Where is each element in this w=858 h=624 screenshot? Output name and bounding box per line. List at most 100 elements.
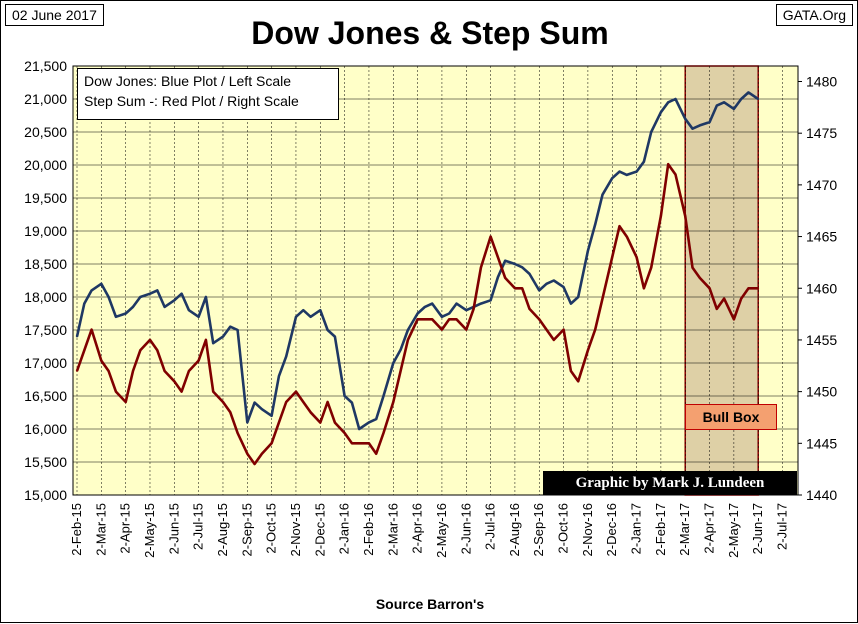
step-sum-point [643, 287, 645, 290]
step-sum-point [180, 390, 183, 393]
dow-jones-point [480, 302, 482, 305]
step-sum-point [399, 370, 402, 372]
dow-jones-point [319, 309, 322, 312]
dow-jones-point [424, 306, 426, 308]
x-axis-tick-label: 2-Jan-16 [337, 503, 352, 554]
step-sum-point [611, 256, 614, 259]
right-axis-tick-label: 1455 [806, 332, 837, 348]
dow-jones-point [723, 101, 725, 104]
x-axis-tick-label: 2-Jun-16 [458, 503, 473, 554]
x-axis-tick-label: 2-Jan-17 [629, 503, 644, 554]
dow-jones-point [455, 302, 458, 305]
step-sum-point [76, 370, 78, 372]
step-sum-point [270, 442, 273, 445]
dow-jones-point [667, 101, 670, 104]
step-sum-point [83, 349, 86, 352]
x-axis-tick-label: 2-Jun-17 [750, 503, 765, 554]
x-axis-tick-label: 2-Jul-17 [775, 503, 790, 550]
step-sum-point [747, 287, 750, 290]
step-sum-point [246, 452, 249, 455]
dow-jones-point [334, 335, 336, 338]
dow-jones-point [528, 273, 531, 275]
dow-jones-point [132, 306, 134, 308]
step-sum-point [319, 421, 322, 424]
step-sum-point [236, 432, 239, 434]
x-axis-tick-label: 2-Jun-15 [166, 503, 181, 554]
dow-jones-point [326, 329, 329, 331]
step-sum-point [489, 235, 492, 238]
dow-jones-point [618, 170, 621, 173]
dow-jones-point [139, 296, 142, 298]
step-sum-point [757, 287, 760, 290]
left-axis-tick-label: 16,500 [24, 388, 67, 404]
left-axis-tick-label: 18,500 [24, 256, 67, 272]
dow-jones-point [302, 309, 305, 312]
x-axis-tick-label: 2-Mar-15 [93, 503, 108, 556]
step-sum-point [205, 339, 207, 341]
dow-jones-point [270, 414, 273, 417]
x-axis-tick-label: 2-May-15 [142, 503, 157, 558]
step-sum-point [295, 390, 297, 393]
step-sum-point [173, 380, 176, 383]
x-axis-tick-label: 2-Nov-15 [288, 503, 303, 556]
dow-jones-point [577, 296, 580, 298]
step-sum-point [635, 256, 638, 259]
step-sum-point [594, 328, 597, 331]
step-sum-point [465, 328, 468, 331]
dow-jones-point [358, 428, 361, 430]
x-axis-tick-label: 2-Oct-16 [556, 503, 571, 554]
dow-jones-point [285, 355, 288, 358]
step-sum-point [392, 401, 395, 403]
dow-jones-point [757, 98, 760, 100]
x-axis-tick-label: 2-Sep-15 [239, 503, 254, 556]
dow-jones-point [149, 292, 151, 295]
x-axis-tick-label: 2-Jul-16 [483, 503, 498, 550]
dow-jones-point [90, 289, 93, 292]
step-sum-point [715, 308, 718, 310]
dow-jones-point [643, 160, 645, 163]
step-sum-point [156, 349, 159, 352]
dow-jones-point [399, 348, 402, 351]
left-axis-tick-label: 19,500 [24, 190, 67, 206]
legend-dow: Dow Jones: Blue Plot / Left Scale [84, 73, 291, 89]
dow-jones-point [246, 421, 249, 424]
step-sum-point [382, 432, 385, 434]
dow-jones-point [163, 306, 166, 308]
step-sum-point [733, 318, 735, 321]
left-axis-tick-label: 15,500 [24, 454, 67, 470]
x-axis-tick-label: 2-Nov-16 [580, 503, 595, 556]
dow-jones-point [594, 223, 597, 226]
dow-jones-point [309, 315, 312, 318]
date-label: 02 June 2017 [5, 4, 104, 26]
x-axis-tick-label: 2-Feb-17 [653, 503, 668, 556]
step-sum-point [115, 390, 117, 393]
dow-jones-point [660, 111, 662, 114]
dow-jones-point [343, 395, 346, 397]
site-label: GATA.Org [775, 4, 853, 26]
step-sum-point [326, 401, 329, 403]
step-sum-point [660, 215, 662, 217]
dow-jones-point [570, 302, 572, 305]
step-sum-point [562, 328, 565, 331]
step-sum-point [497, 256, 499, 259]
dow-jones-point [674, 98, 677, 100]
step-sum-point [416, 318, 419, 321]
x-axis-tick-label: 2-Feb-16 [361, 503, 376, 556]
dow-jones-point [392, 362, 395, 364]
dow-jones-point [107, 296, 110, 298]
dow-jones-point [497, 276, 499, 279]
dow-jones-point [295, 315, 297, 318]
x-axis-tick-label: 2-Dec-16 [604, 503, 619, 556]
step-sum-point [124, 401, 127, 403]
step-sum-point [472, 308, 475, 310]
legend: Dow Jones: Blue Plot / Left Scale Step S… [77, 68, 339, 120]
bull-box [684, 65, 759, 496]
step-sum-point [545, 328, 548, 331]
step-sum-point [698, 277, 701, 279]
dow-jones-point [650, 131, 653, 133]
step-sum-point [455, 318, 458, 321]
step-sum-point [601, 297, 604, 300]
step-sum-point [650, 266, 653, 269]
step-sum-point [90, 328, 93, 331]
